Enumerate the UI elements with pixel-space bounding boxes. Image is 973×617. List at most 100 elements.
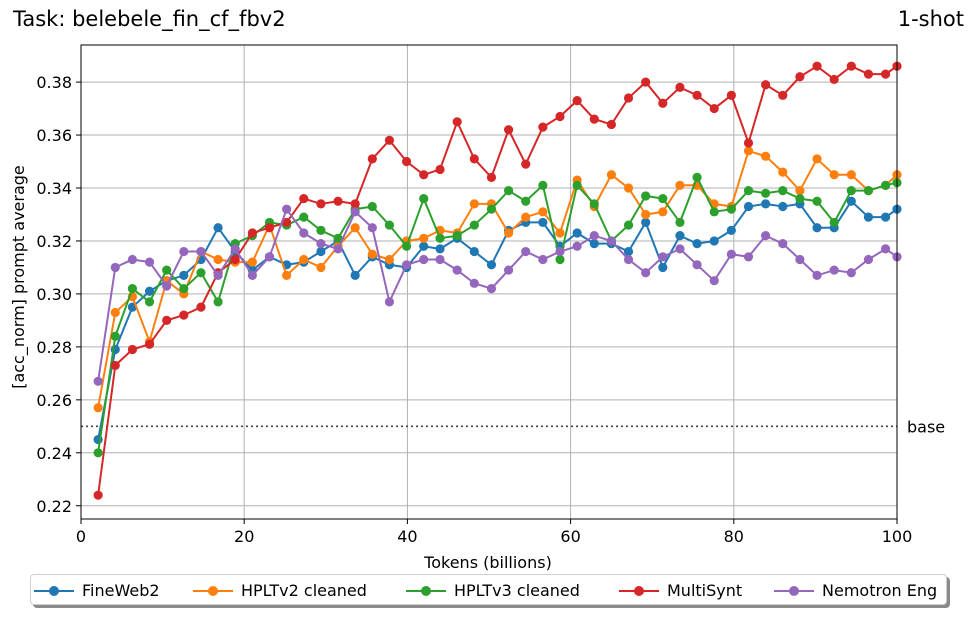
data-point-fineweb2 [350,270,360,280]
data-point-multisynt [196,302,206,312]
data-point-hpltv3-cleaned [658,193,668,204]
data-point-hpltv3-cleaned [589,199,599,209]
data-point-nemotron-eng [503,265,514,275]
data-point-hpltv2-cleaned [350,223,360,233]
data-point-fineweb2 [641,217,651,228]
data-point-fineweb2 [572,228,582,238]
legend-swatch-marker [421,585,431,596]
data-point-hpltv3-cleaned [127,284,138,294]
legend-swatch-multisynt [619,584,659,598]
y-tick-label: 0.28 [36,338,72,357]
data-point-nemotron-eng [367,223,377,233]
data-point-fineweb2 [761,199,771,209]
data-point-multisynt [127,344,138,355]
data-point-multisynt [795,72,805,82]
data-point-multisynt [829,74,839,85]
data-point-hpltv2-cleaned [367,249,377,259]
data-point-fineweb2 [658,262,668,273]
data-point-fineweb2 [316,246,326,257]
data-point-multisynt [812,61,822,71]
data-point-nemotron-eng [469,278,479,288]
data-point-multisynt [538,122,548,132]
data-point-hpltv3-cleaned [846,186,856,196]
x-tick-label: 100 [882,527,913,546]
chart-subtitle: 1-shot [898,7,964,31]
data-point-fineweb2 [863,212,874,222]
x-axis-ticks: 0 20 40 60 80 100 [76,519,912,546]
data-point-hpltv3-cleaned [162,265,172,275]
y-tick-label: 0.34 [36,179,72,198]
data-point-hpltv3-cleaned [179,284,189,294]
series-group [93,61,902,500]
data-point-multisynt [367,154,377,164]
legend-item-hpltv3-cleaned: HPLTv3 cleaned [406,575,580,606]
data-point-fineweb2 [469,246,479,257]
plot-frame [80,44,898,520]
series-multisynt [93,61,902,500]
legend-swatch-nemotron-eng [774,584,814,598]
data-point-multisynt [692,90,702,100]
data-point-nemotron-eng [743,252,754,262]
legend-swatch-marker [208,585,218,596]
data-point-hpltv2-cleaned [419,233,429,243]
data-point-hpltv3-cleaned [743,186,754,196]
data-point-multisynt [486,172,497,183]
legend: FineWeb2 HPLTv2 cleaned HPLTv3 cleaned Mult… [30,574,947,605]
data-point-nemotron-eng [829,265,839,275]
legend-label: Nemotron Eng [822,581,938,600]
y-tick-label: 0.24 [36,444,72,463]
data-point-nemotron-eng [435,254,445,265]
y-tick-label: 0.36 [36,126,72,145]
data-point-hpltv2-cleaned [503,228,514,238]
data-point-fineweb2 [486,260,497,270]
data-point-multisynt [572,96,582,106]
data-point-hpltv3-cleaned [812,196,822,206]
data-point-multisynt [555,111,565,122]
data-point-hpltv3-cleaned [333,233,343,243]
data-point-fineweb2 [675,231,685,241]
data-point-hpltv3-cleaned [384,220,395,230]
series-nemotron-eng [93,204,902,386]
data-point-hpltv3-cleaned [795,193,805,204]
data-point-hpltv2-cleaned [675,180,685,190]
data-point-hpltv2-cleaned [641,209,651,220]
data-point-nemotron-eng [880,244,891,254]
data-point-multisynt [110,360,120,371]
data-point-nemotron-eng [452,265,462,275]
data-point-multisynt [282,217,292,228]
data-point-multisynt [863,69,874,79]
data-point-nemotron-eng [778,239,788,249]
data-point-hpltv3-cleaned [144,297,155,307]
data-point-hpltv3-cleaned [469,220,479,230]
data-point-multisynt [846,61,856,71]
data-point-nemotron-eng [692,260,702,270]
data-point-multisynt [452,117,462,127]
data-point-hpltv2-cleaned [384,254,395,265]
data-point-hpltv2-cleaned [316,262,326,273]
data-point-hpltv3-cleaned [675,217,685,228]
data-point-nemotron-eng [761,231,771,241]
data-point-hpltv2-cleaned [282,270,292,280]
legend-swatch-hpltv3-cleaned [406,584,446,598]
data-point-nemotron-eng [572,241,582,251]
legend-swatch-marker [634,585,644,596]
data-point-hpltv3-cleaned [692,172,702,183]
data-point-hpltv3-cleaned [486,204,497,214]
data-point-hpltv3-cleaned [110,331,120,341]
data-point-nemotron-eng [726,249,736,259]
data-point-multisynt [264,223,275,233]
data-point-fineweb2 [213,223,223,233]
data-point-nemotron-eng [299,228,309,238]
data-point-hpltv3-cleaned [761,188,771,198]
data-point-hpltv2-cleaned [606,170,617,180]
data-point-nemotron-eng [350,207,360,217]
data-point-nemotron-eng [863,254,874,265]
data-point-nemotron-eng [419,254,429,265]
data-point-nemotron-eng [521,246,531,257]
data-point-multisynt [401,156,412,167]
data-point-hpltv3-cleaned [572,180,582,190]
legend-item-nemotron-eng: Nemotron Eng [774,575,937,606]
data-point-hpltv2-cleaned [829,170,839,180]
y-tick-label: 0.22 [36,497,72,516]
